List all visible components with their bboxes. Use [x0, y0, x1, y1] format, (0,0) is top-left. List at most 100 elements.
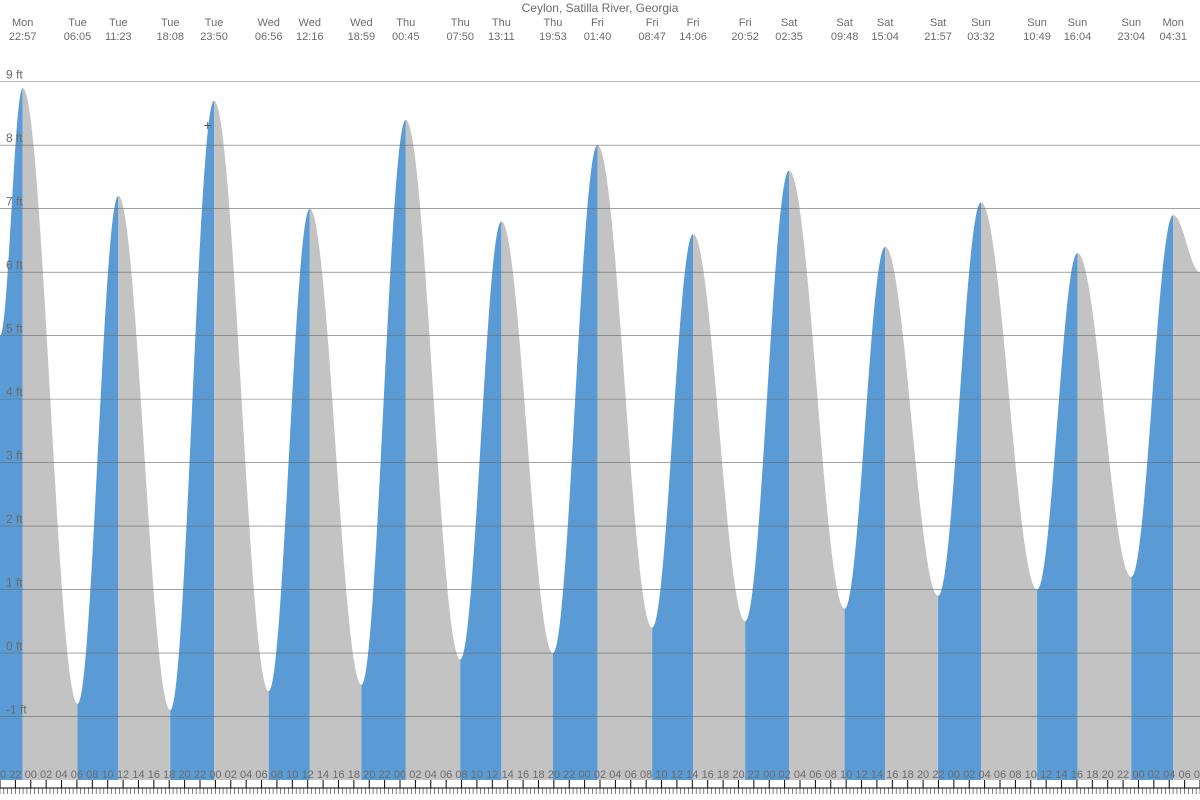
extremum-day-label: Sat [836, 17, 853, 29]
x-axis-hour-label: 12 [855, 769, 867, 781]
extremum-day-label: Sat [930, 17, 947, 29]
extremum-time-label: 10:49 [1023, 31, 1051, 43]
x-axis-hour-label: 04 [1163, 769, 1175, 781]
x-axis-hour-label: 20 [0, 769, 6, 781]
extremum-day-label: Tue [68, 17, 87, 29]
x-axis-hour-label: 08 [1009, 769, 1021, 781]
extremum-time-label: 09:48 [831, 31, 859, 43]
x-axis-hour-label: 02 [409, 769, 421, 781]
extremum-day-label: Wed [299, 17, 321, 29]
tide-chart-svg: -1 ft0 ft1 ft2 ft3 ft4 ft5 ft6 ft7 ft8 f… [0, 0, 1200, 800]
x-axis-hour-label: 06 [440, 769, 452, 781]
x-axis-hour-label: 04 [609, 769, 621, 781]
x-axis-hour-label: 12 [117, 769, 129, 781]
x-axis-hour-label: 04 [425, 769, 437, 781]
x-axis-hour-label: 02 [594, 769, 606, 781]
x-axis-hour-label: 00 [25, 769, 37, 781]
x-axis-hour-label: 22 [9, 769, 21, 781]
extremum-day-label: Tue [161, 17, 180, 29]
x-axis-hour-label: 22 [932, 769, 944, 781]
x-axis-hour-label: 16 [517, 769, 529, 781]
x-axis-hour-label: 12 [302, 769, 314, 781]
x-axis-hour-label: 10 [655, 769, 667, 781]
extremum-day-label: Tue [109, 17, 128, 29]
extremum-day-label: Fri [591, 17, 604, 29]
y-axis-label: -1 ft [6, 703, 27, 717]
extremum-day-label: Sun [1027, 17, 1047, 29]
x-axis-hour-label: 14 [502, 769, 514, 781]
y-axis-label: 2 ft [6, 512, 23, 526]
x-axis-hour-label: 10 [286, 769, 298, 781]
extremum-day-label: Sun [1068, 17, 1088, 29]
x-axis-hour-label: 06 [255, 769, 267, 781]
extremum-time-label: 22:57 [9, 31, 37, 43]
extremum-day-label: Sun [1122, 17, 1142, 29]
extremum-time-label: 15:04 [871, 31, 899, 43]
x-axis-hour-label: 20 [548, 769, 560, 781]
x-axis-hour-label: 00 [578, 769, 590, 781]
y-axis-label: 6 ft [6, 258, 23, 272]
x-axis-hour-label: 04 [794, 769, 806, 781]
extremum-time-label: 13:11 [488, 31, 515, 43]
y-axis-label: 8 ft [6, 131, 23, 145]
extremum-day-label: Sun [971, 17, 991, 29]
x-axis-hour-label: 02 [40, 769, 52, 781]
extremum-time-label: 23:04 [1118, 31, 1146, 43]
x-axis-hour-label: 14 [871, 769, 883, 781]
y-axis-label: 0 ft [6, 639, 23, 653]
x-axis-hour-label: 22 [563, 769, 575, 781]
extremum-day-label: Fri [739, 17, 752, 29]
x-axis-hour-label: 02 [225, 769, 237, 781]
x-axis-hour-label: 04 [978, 769, 990, 781]
x-axis-hour-label: 16 [886, 769, 898, 781]
extremum-day-label: Wed [350, 17, 372, 29]
x-axis-hour-label: 06 [1178, 769, 1190, 781]
tide-chart: -1 ft0 ft1 ft2 ft3 ft4 ft5 ft6 ft7 ft8 f… [0, 0, 1200, 800]
y-axis-label: 7 ft [6, 195, 23, 209]
x-axis-hour-label: 20 [917, 769, 929, 781]
extremum-time-label: 18:59 [348, 31, 376, 43]
extremum-day-label: Thu [451, 17, 470, 29]
x-axis-hour-label: 22 [1117, 769, 1129, 781]
x-axis-hour-label: 08 [271, 769, 283, 781]
x-axis-hour-label: 14 [1055, 769, 1067, 781]
x-axis-hour-label: 20 [1102, 769, 1114, 781]
x-axis-hour-label: 22 [194, 769, 206, 781]
extremum-time-label: 04:31 [1159, 31, 1187, 43]
extremum-day-label: Fri [646, 17, 659, 29]
extremum-day-label: Fri [687, 17, 700, 29]
extremum-time-label: 06:05 [64, 31, 92, 43]
extremum-day-label: Tue [205, 17, 224, 29]
x-axis-hour-label: 14 [132, 769, 144, 781]
extremum-time-label: 00:45 [392, 31, 420, 43]
x-axis-hour-label: 06 [71, 769, 83, 781]
x-axis-hour-label: 04 [240, 769, 252, 781]
x-axis-hour-label: 10 [840, 769, 852, 781]
extremum-day-label: Thu [396, 17, 415, 29]
y-axis-label: 4 ft [6, 385, 23, 399]
extremum-time-label: 12:16 [296, 31, 324, 43]
x-axis-hour-label: 00 [763, 769, 775, 781]
x-axis-hour-label: 18 [717, 769, 729, 781]
y-axis-label: 3 ft [6, 449, 23, 463]
x-axis-hour-label: 14 [317, 769, 329, 781]
extremum-time-label: 11:23 [105, 31, 132, 43]
extremum-time-label: 03:32 [967, 31, 995, 43]
x-axis-hour-label: 16 [702, 769, 714, 781]
tide-falling-area [1173, 215, 1200, 780]
extremum-time-label: 16:04 [1064, 31, 1092, 43]
extremum-day-label: Sat [877, 17, 894, 29]
chart-title: Ceylon, Satilla River, Georgia [522, 1, 679, 15]
extremum-day-label: Thu [543, 17, 562, 29]
extremum-time-label: 01:40 [584, 31, 612, 43]
extremum-time-label: 08:47 [638, 31, 666, 43]
x-axis-hour-label: 02 [963, 769, 975, 781]
x-axis-hour-label: 12 [486, 769, 498, 781]
x-axis-hour-label: 08 [640, 769, 652, 781]
x-axis-hour-label: 10 [1025, 769, 1037, 781]
x-axis-hour-label: 18 [1086, 769, 1098, 781]
x-axis-hour-label: 18 [902, 769, 914, 781]
x-axis-hour-label: 18 [163, 769, 175, 781]
extremum-day-label: Thu [492, 17, 511, 29]
x-axis-hour-label: 06 [994, 769, 1006, 781]
